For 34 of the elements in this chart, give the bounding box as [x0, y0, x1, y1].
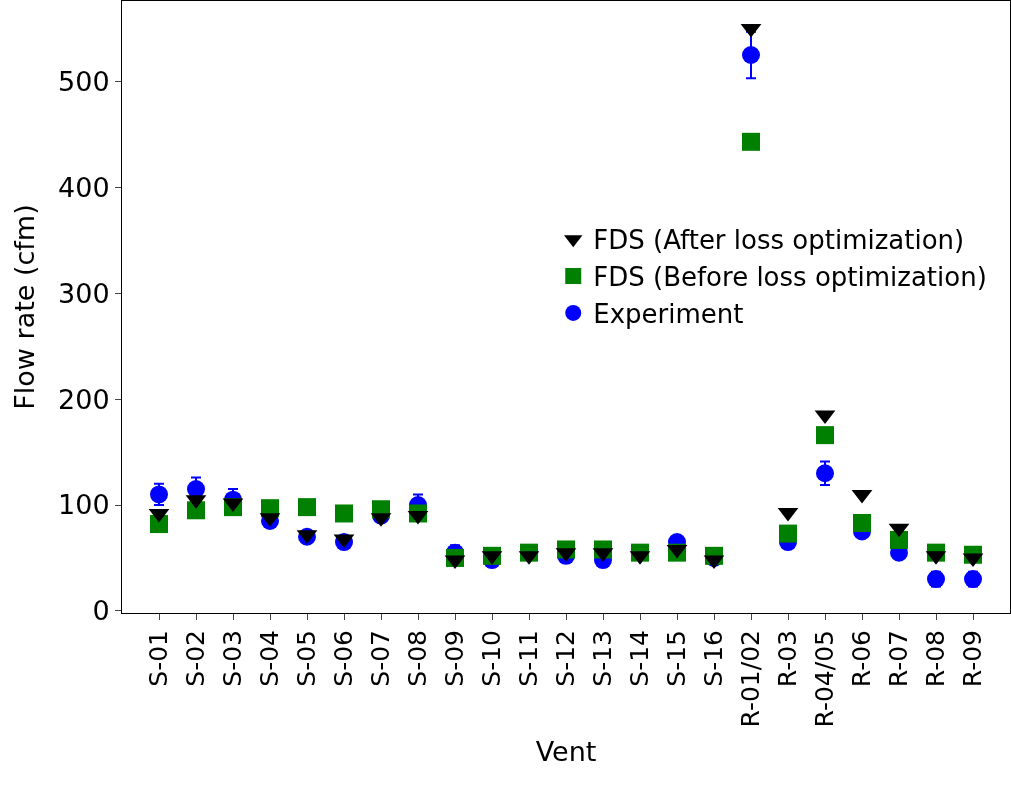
x-tick-label: S-01: [144, 630, 174, 687]
x-tick-label: S-08: [403, 630, 433, 687]
x-tick-label: S-14: [625, 630, 655, 687]
x-tick-label: R-04/05: [810, 630, 840, 728]
x-tick-label: S-07: [366, 630, 396, 687]
x-tick-label: R-03: [773, 630, 803, 688]
x-tick-label: R-09: [958, 630, 988, 688]
x-tick-label: R-07: [884, 630, 914, 688]
y-tick-label: 400: [58, 171, 110, 203]
y-tick-label: 300: [58, 277, 110, 309]
y-tick-label: 200: [58, 383, 110, 415]
legend-label: FDS (Before loss optimization): [593, 262, 987, 293]
legend-label: Experiment: [593, 299, 744, 330]
x-axis-title: Vent: [535, 735, 597, 767]
x-tick-label: S-11: [514, 630, 544, 687]
x-tick-label: S-03: [218, 630, 248, 687]
x-tick-label: S-13: [588, 630, 618, 687]
x-tick-label: S-05: [292, 630, 322, 687]
y-axis-title: Flow rate (cfm): [9, 204, 41, 410]
x-tick-label: S-02: [181, 630, 211, 687]
x-tick-label: S-10: [477, 630, 507, 687]
y-tick-label: 500: [58, 65, 110, 97]
y-tick-label: 0: [92, 595, 110, 627]
legend-label: FDS (After loss optimization): [593, 225, 965, 256]
x-tick-label: S-15: [662, 630, 692, 687]
y-tick-label: 100: [58, 489, 110, 521]
x-tick-label: S-04: [255, 630, 285, 687]
x-tick-label: S-09: [440, 630, 470, 687]
x-tick-label: S-16: [699, 630, 729, 687]
x-tick-label: R-08: [921, 630, 951, 688]
x-tick-label: S-12: [551, 630, 581, 687]
x-tick-label: S-06: [329, 630, 359, 687]
x-tick-label: R-06: [847, 630, 877, 688]
x-tick-label: R-01/02: [736, 630, 766, 728]
